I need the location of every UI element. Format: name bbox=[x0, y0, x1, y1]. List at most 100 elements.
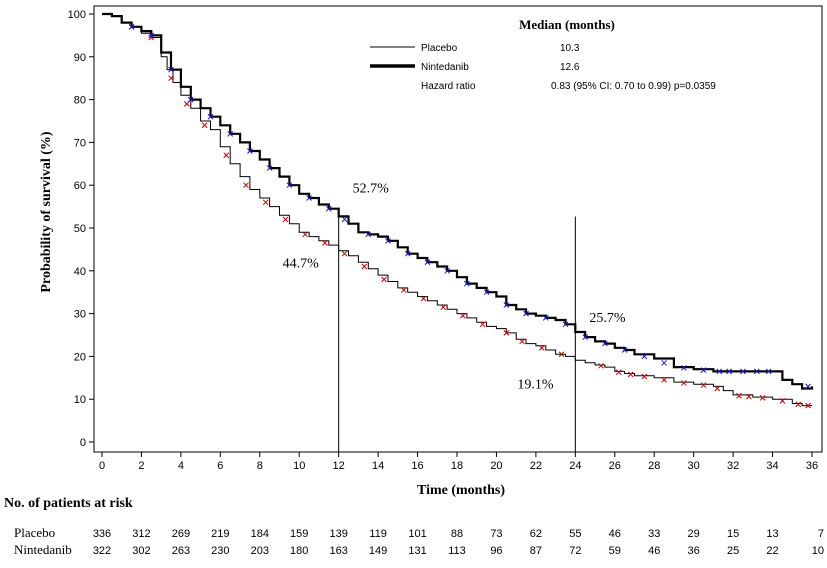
censor-mark-placebo-15 bbox=[420, 295, 427, 302]
at-risk-nintedanib-36: 10 bbox=[812, 545, 824, 557]
x-tick-label-14: 14 bbox=[372, 460, 384, 472]
x-tick-label-2: 2 bbox=[138, 460, 144, 472]
at-risk-nintedanib-26: 59 bbox=[609, 545, 621, 557]
censor-mark-nintedanib-17 bbox=[464, 280, 470, 287]
censor-mark-nintedanib-0 bbox=[128, 23, 135, 30]
censor-mark-nintedanib-27 bbox=[661, 359, 667, 366]
censor-mark-nintedanib-11 bbox=[341, 216, 348, 223]
censor-mark-nintedanib-7 bbox=[266, 165, 273, 171]
y-tick-label-0: 0 bbox=[80, 437, 86, 449]
at-risk-nintedanib-16: 131 bbox=[408, 545, 426, 557]
at-risk-placebo-30: 29 bbox=[688, 528, 700, 540]
y-tick-label-100: 100 bbox=[68, 9, 86, 21]
censor-mark-placebo-10 bbox=[322, 240, 328, 246]
censor-mark-nintedanib-29 bbox=[700, 367, 707, 373]
censor-mark-nintedanib-34 bbox=[765, 368, 772, 375]
censor-mark-placebo-2 bbox=[168, 75, 174, 82]
censor-mark-placebo-19 bbox=[503, 330, 510, 336]
at-risk-placebo-32: 15 bbox=[727, 528, 739, 540]
at-risk-placebo-18: 88 bbox=[451, 528, 463, 540]
at-risk-placebo-2: 312 bbox=[132, 528, 150, 540]
censor-mark-placebo-11 bbox=[341, 250, 348, 257]
censor-mark-nintedanib-10 bbox=[325, 205, 332, 212]
y-tick-label-50: 50 bbox=[74, 223, 86, 235]
at-risk-label-nintedanib: Nintedanib bbox=[14, 542, 72, 557]
censor-mark-nintedanib-21 bbox=[542, 315, 549, 321]
censor-mark-placebo-5 bbox=[223, 152, 230, 159]
censor-mark-placebo-6 bbox=[243, 182, 249, 189]
censor-mark-placebo-21 bbox=[538, 344, 545, 351]
plot-frame bbox=[93, 5, 823, 453]
at-risk-nintedanib-2: 302 bbox=[132, 545, 150, 557]
censor-mark-nintedanib-6 bbox=[247, 148, 253, 154]
legend-value-placebo: 10.3 bbox=[560, 43, 580, 54]
legend-label-placebo: Placebo bbox=[421, 43, 458, 54]
censor-mark-nintedanib-24 bbox=[602, 340, 608, 347]
censor-mark-nintedanib-5 bbox=[227, 130, 234, 137]
at-risk-nintedanib-8: 203 bbox=[251, 545, 269, 557]
at-risk-nintedanib-32: 25 bbox=[727, 545, 739, 557]
censor-mark-placebo-36 bbox=[805, 402, 811, 409]
censor-mark-nintedanib-33 bbox=[753, 368, 760, 375]
legend-hazard-label: Hazard ratio bbox=[421, 81, 476, 92]
censor-mark-nintedanib-14 bbox=[404, 250, 411, 257]
at-risk-nintedanib-24: 72 bbox=[569, 545, 581, 557]
censor-mark-placebo-26 bbox=[641, 373, 648, 380]
annotation-nintedanib-12: 52.7% bbox=[353, 181, 390, 196]
at-risk-placebo-14: 119 bbox=[369, 528, 387, 540]
at-risk-values: 336 312 269 219 184 159 139 119 101 88 73 62 55 46 33 2… bbox=[93, 528, 824, 557]
censor-mark-nintedanib-9 bbox=[306, 195, 312, 201]
censor-mark-placebo-9 bbox=[302, 231, 308, 238]
censor-mark-nintedanib-31 bbox=[726, 368, 733, 375]
censor-mark-nintedanib-2 bbox=[168, 66, 174, 73]
annotation-layer: 52.7% 44.7% 25.7% 19.1% bbox=[283, 181, 626, 392]
censor-mark-nintedanib-18 bbox=[483, 289, 490, 296]
censor-mark-placebo-28 bbox=[680, 380, 687, 386]
censor-mark-placebo-17 bbox=[460, 312, 466, 319]
censor-mark-placebo-29 bbox=[700, 382, 707, 388]
y-tick-label-60: 60 bbox=[74, 180, 86, 192]
annotation-nintedanib-24: 25.7% bbox=[589, 311, 626, 326]
censor-mark-placebo-24 bbox=[615, 369, 622, 376]
censor-mark-placebo-27 bbox=[661, 377, 667, 383]
censor-mark-nintedanib-4 bbox=[207, 113, 214, 120]
at-risk-nintedanib-14: 149 bbox=[369, 545, 387, 557]
annotation-placebo-12: 44.7% bbox=[283, 257, 320, 272]
at-risk-placebo-12: 139 bbox=[329, 528, 347, 540]
legend-label-nintedanib: Nintedanib bbox=[421, 62, 469, 73]
at-risk-title: No. of patients at risk bbox=[4, 496, 133, 511]
censor-mark-nintedanib-12 bbox=[365, 231, 372, 238]
at-risk-nintedanib-22: 87 bbox=[530, 545, 542, 557]
censor-mark-nintedanib-23 bbox=[582, 334, 589, 340]
at-risk-nintedanib-34: 22 bbox=[766, 545, 778, 557]
at-risk-placebo-26: 46 bbox=[609, 528, 621, 540]
x-tick-label-28: 28 bbox=[648, 460, 660, 472]
censor-mark-nintedanib-22 bbox=[562, 321, 569, 328]
censor-mark-nintedanib-32 bbox=[740, 368, 746, 375]
at-risk-placebo-16: 101 bbox=[408, 528, 426, 540]
legend: Median (months) Placebo 10.3 Nintedanib … bbox=[370, 17, 716, 92]
at-risk-nintedanib-10: 180 bbox=[290, 545, 308, 557]
at-risk-nintedanib-4: 263 bbox=[172, 545, 190, 557]
censor-mark-placebo-13 bbox=[381, 276, 387, 283]
censor-mark-nintedanib-30 bbox=[716, 368, 723, 375]
x-tick-label-20: 20 bbox=[490, 460, 502, 472]
series-layer bbox=[102, 12, 814, 409]
legend-header: Median (months) bbox=[519, 17, 615, 32]
at-risk-nintedanib-28: 46 bbox=[648, 545, 660, 557]
at-risk-placebo-4: 269 bbox=[172, 528, 190, 540]
censor-mark-nintedanib-26 bbox=[641, 353, 648, 360]
at-risk-nintedanib-18: 113 bbox=[448, 545, 466, 557]
x-tick-label-18: 18 bbox=[451, 460, 463, 472]
at-risk-placebo-22: 62 bbox=[530, 528, 542, 540]
censor-mark-nintedanib-28 bbox=[680, 365, 687, 371]
censor-mark-nintedanib-13 bbox=[385, 237, 391, 244]
x-tick-label-24: 24 bbox=[569, 460, 581, 472]
at-risk-placebo-10: 159 bbox=[290, 528, 308, 540]
x-tick-label-10: 10 bbox=[293, 460, 305, 472]
at-risk-placebo-36: 7 bbox=[818, 528, 824, 540]
y-tick-label-90: 90 bbox=[74, 52, 86, 64]
censor-mark-nintedanib-3 bbox=[187, 96, 194, 103]
